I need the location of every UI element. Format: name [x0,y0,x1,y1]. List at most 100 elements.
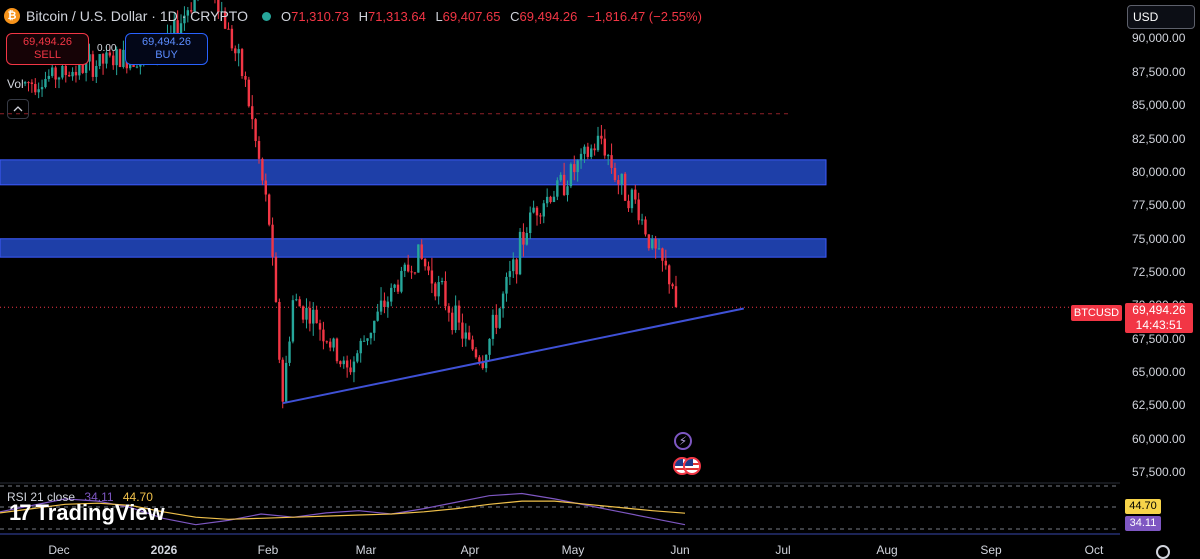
candle-body [434,283,437,297]
sell-button[interactable]: 69,494.26 SELL [6,33,89,65]
candle-body [339,361,342,365]
candle-body [403,264,406,271]
candle-body [325,341,329,343]
candle-body [390,287,393,302]
candle-body [647,234,651,249]
candle-body [295,299,298,301]
candle-body [423,258,427,267]
candle-body [491,314,495,339]
candle-body [298,299,301,307]
candle-body [661,248,664,261]
candle-body [227,28,230,30]
candle-body [88,54,91,62]
candle-body [590,148,593,157]
y-tick: 75,000.00 [1132,232,1186,246]
candle-body [359,340,362,354]
candle-body [278,301,281,360]
candle-body [267,194,271,225]
collapse-indicators-button[interactable] [7,99,29,119]
candle-body [342,360,345,365]
buy-price: 69,494.26 [142,36,191,48]
candle-body [322,329,325,342]
candle-body [362,340,366,342]
price-zone [0,159,827,186]
candle-body [613,167,617,181]
candle-body [115,49,118,66]
y-tick: 67,500.00 [1132,332,1186,346]
candle-body [386,301,390,308]
candle-body [84,61,88,73]
candle-body [508,271,512,277]
candle-body [461,322,464,339]
candle-body [61,65,64,78]
bitcoin-icon: ₿ [4,8,20,24]
candle-body [349,367,352,373]
candle-body [234,48,237,54]
candle-body [657,248,661,250]
x-tick: Jul [775,543,791,557]
candle-body [105,52,108,64]
candle-body [464,332,467,339]
candle-body [654,238,657,249]
volume-label: Vol [7,77,24,91]
candle-body [315,309,318,324]
buy-button[interactable]: 69,494.26 BUY [125,33,208,65]
candle-body [440,280,444,283]
x-tick: Feb [257,543,279,557]
rsi-legend[interactable]: RSI 21 close 34.11 44.70 [7,490,153,504]
lightning-event-icon[interactable]: ⚡ [674,432,692,450]
candle-body [118,49,122,67]
candle-body [74,71,78,76]
x-tick: May [561,543,585,557]
candle-body [305,307,308,320]
y-tick: 72,500.00 [1132,265,1186,279]
candle-body [264,180,267,195]
x-tick: Oct [1084,543,1104,557]
chevron-up-icon [13,106,23,112]
candle-body [173,20,176,34]
candle-body [176,20,179,37]
currency-select[interactable]: USD [1127,5,1195,29]
candle-body [430,270,434,284]
candle-body [410,271,413,273]
candle-body [617,180,620,185]
candle-body [251,106,254,120]
candle-body [335,338,339,362]
candle-body [559,174,562,181]
candle-body [230,28,234,49]
gear-icon[interactable] [1156,545,1170,559]
candle-body [600,135,603,139]
candle-body [620,173,623,185]
candle-body [545,196,549,204]
candle-body [379,300,383,312]
candle-body [454,305,457,331]
candle-body [573,164,576,173]
candle-body [352,361,356,373]
candle-body [288,341,291,363]
candle-body [57,77,61,80]
candle-body [444,280,447,307]
buy-label: BUY [155,49,178,61]
candle-body [488,338,491,355]
y-tick: 57,500.00 [1132,465,1186,479]
candle-body [179,23,183,37]
candle-body [51,67,54,76]
symbol-title: Bitcoin / U.S. Dollar · 1D · CRYPTO [26,8,248,24]
trendline [282,307,744,405]
ohlc-readout: O71,310.73 H71,313.64 L69,407.65 C69,494… [280,8,702,24]
x-tick: Dec [48,543,70,557]
candle-body [81,60,84,73]
rsi-ma-value: 44.70 [122,490,153,504]
candle-body [122,49,125,67]
us-flag-event-icon[interactable] [683,457,701,475]
candle-body [244,76,247,80]
sell-label: SELL [34,49,61,61]
x-tick: Jun [670,543,690,557]
symbol-header[interactable]: ₿ Bitcoin / U.S. Dollar · 1D · CRYPTO O7… [4,6,708,26]
candle-body [64,65,67,76]
rsi-tag: 34.11 [1125,516,1161,531]
candle-body [356,353,359,362]
candle-body [474,349,478,358]
candle-body [623,173,627,201]
